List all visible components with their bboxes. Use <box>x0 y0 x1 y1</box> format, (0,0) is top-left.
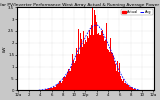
Bar <box>103 36 104 90</box>
Bar <box>110 38 111 90</box>
Bar <box>117 61 118 90</box>
Bar <box>107 49 108 90</box>
Bar <box>122 80 123 90</box>
Bar <box>81 39 82 90</box>
Bar <box>104 41 105 90</box>
Bar <box>88 39 89 90</box>
Bar <box>120 76 121 90</box>
Bar <box>112 53 113 90</box>
Bar <box>76 48 77 90</box>
Bar <box>133 89 134 90</box>
Bar <box>52 88 53 90</box>
Bar <box>124 83 125 90</box>
Bar <box>51 88 52 90</box>
Bar <box>130 87 131 90</box>
Bar <box>94 10 95 90</box>
Bar <box>63 78 64 90</box>
Bar <box>49 88 50 90</box>
Bar <box>79 54 80 90</box>
Bar <box>115 63 116 90</box>
Bar <box>66 75 67 90</box>
Bar <box>74 63 75 90</box>
Bar <box>89 22 90 90</box>
Bar <box>121 79 122 90</box>
Bar <box>48 89 49 90</box>
Bar <box>67 72 68 90</box>
Bar <box>134 89 135 90</box>
Bar <box>127 85 128 90</box>
Bar <box>69 71 70 90</box>
Title: Solar PV/Inverter Performance West Array Actual & Running Average Power Output: Solar PV/Inverter Performance West Array… <box>0 3 160 7</box>
Bar <box>57 84 58 90</box>
Bar <box>86 42 87 90</box>
Bar <box>80 51 81 90</box>
Bar <box>100 35 101 90</box>
Bar <box>61 83 62 90</box>
Bar <box>102 30 103 90</box>
Bar <box>108 50 109 90</box>
Bar <box>90 35 91 90</box>
Bar <box>96 22 97 90</box>
Bar <box>59 81 60 90</box>
Bar <box>56 86 57 90</box>
Bar <box>58 84 59 90</box>
Bar <box>97 34 98 90</box>
Bar <box>77 54 78 90</box>
Bar <box>99 35 100 90</box>
Bar <box>73 60 74 90</box>
Bar <box>109 52 110 90</box>
Bar <box>123 82 124 90</box>
Bar <box>126 84 127 90</box>
Bar <box>105 40 106 90</box>
Bar <box>72 67 73 90</box>
Bar <box>70 71 71 90</box>
Y-axis label: kW: kW <box>3 46 7 52</box>
Bar <box>85 40 86 90</box>
Bar <box>125 83 126 90</box>
Bar <box>128 86 129 90</box>
Bar <box>83 31 84 90</box>
Bar <box>60 81 61 90</box>
Bar <box>91 25 92 90</box>
Bar <box>62 81 63 90</box>
Bar <box>132 88 133 90</box>
Bar <box>118 72 119 90</box>
Bar <box>87 36 88 90</box>
Bar <box>47 89 48 90</box>
Bar <box>135 89 136 90</box>
Bar <box>53 87 54 90</box>
Bar <box>68 69 69 90</box>
Bar <box>101 31 102 90</box>
Bar <box>114 61 115 90</box>
Bar <box>106 44 107 90</box>
Bar <box>65 77 66 90</box>
Bar <box>54 87 55 90</box>
Bar <box>92 6 93 90</box>
Bar <box>119 63 120 90</box>
Bar <box>98 33 99 90</box>
Bar <box>95 15 96 90</box>
Bar <box>75 61 76 90</box>
Bar <box>116 71 117 90</box>
Bar <box>129 87 130 90</box>
Legend: Actual, Avg: Actual, Avg <box>121 9 153 15</box>
Bar <box>55 86 56 90</box>
Bar <box>78 29 79 90</box>
Bar <box>71 66 72 90</box>
Bar <box>64 77 65 90</box>
Bar <box>46 89 47 90</box>
Bar <box>82 47 83 90</box>
Bar <box>131 87 132 90</box>
Bar <box>50 88 51 90</box>
Bar <box>111 52 112 90</box>
Bar <box>113 56 114 90</box>
Bar <box>93 34 94 90</box>
Bar <box>84 44 85 90</box>
